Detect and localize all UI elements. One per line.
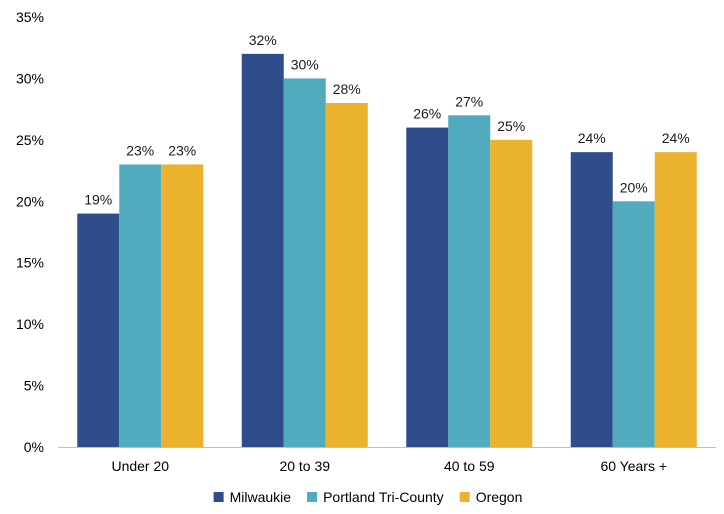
bar [448, 115, 491, 448]
data-label: 32% [249, 32, 277, 48]
data-label: 20% [620, 179, 648, 195]
data-label: 28% [333, 81, 361, 97]
x-axis: Under 20 20 to 39 40 to 59 60 Years + [111, 458, 667, 474]
bar [77, 213, 120, 447]
data-label: 27% [455, 93, 483, 109]
legend: Milwaukie Portland Tri-County Oregon [213, 489, 523, 505]
bar [241, 53, 284, 447]
data-label: 30% [291, 56, 319, 72]
legend-swatch [459, 492, 470, 502]
bar [283, 78, 326, 447]
x-tick-label: 40 to 59 [444, 458, 495, 474]
bar [612, 201, 655, 447]
legend-swatch [307, 492, 318, 502]
data-label: 25% [497, 118, 525, 134]
bar [119, 164, 162, 447]
bar [325, 103, 368, 447]
data-labels: 19% 23% 23% 32% 30% 28% 26% 27% 25% 24% 20% 24% [84, 32, 690, 208]
data-label: 26% [413, 106, 441, 122]
bar [570, 152, 613, 447]
bar [490, 139, 533, 447]
data-label: 23% [126, 142, 154, 158]
y-tick-label: 35% [16, 9, 44, 25]
data-label: 24% [578, 130, 606, 146]
bar [406, 127, 449, 448]
x-tick-label: 60 Years + [600, 458, 667, 474]
y-tick-label: 15% [16, 255, 44, 271]
y-tick-label: 5% [24, 378, 44, 394]
legend-item: Milwaukie [213, 489, 292, 505]
y-tick-label: 20% [16, 193, 44, 209]
y-axis: 0% 5% 10% 15% 20% 25% 30% 35% [16, 9, 44, 455]
bars [77, 53, 697, 448]
y-tick-label: 30% [16, 70, 44, 86]
legend-label: Milwaukie [230, 489, 292, 505]
legend-label: Portland Tri-County [323, 489, 444, 505]
legend-item: Oregon [459, 489, 523, 505]
legend-swatch [213, 492, 224, 502]
data-label: 23% [168, 142, 196, 158]
y-tick-label: 25% [16, 132, 44, 148]
data-label: 19% [84, 192, 112, 208]
bar [654, 152, 697, 447]
data-label: 24% [662, 130, 690, 146]
y-tick-label: 0% [24, 439, 44, 455]
x-tick-label: 20 to 39 [279, 458, 330, 474]
legend-label: Oregon [476, 489, 523, 505]
y-tick-label: 10% [16, 316, 44, 332]
bar [161, 164, 204, 447]
legend-item: Portland Tri-County [307, 489, 444, 505]
x-tick-label: Under 20 [111, 458, 169, 474]
